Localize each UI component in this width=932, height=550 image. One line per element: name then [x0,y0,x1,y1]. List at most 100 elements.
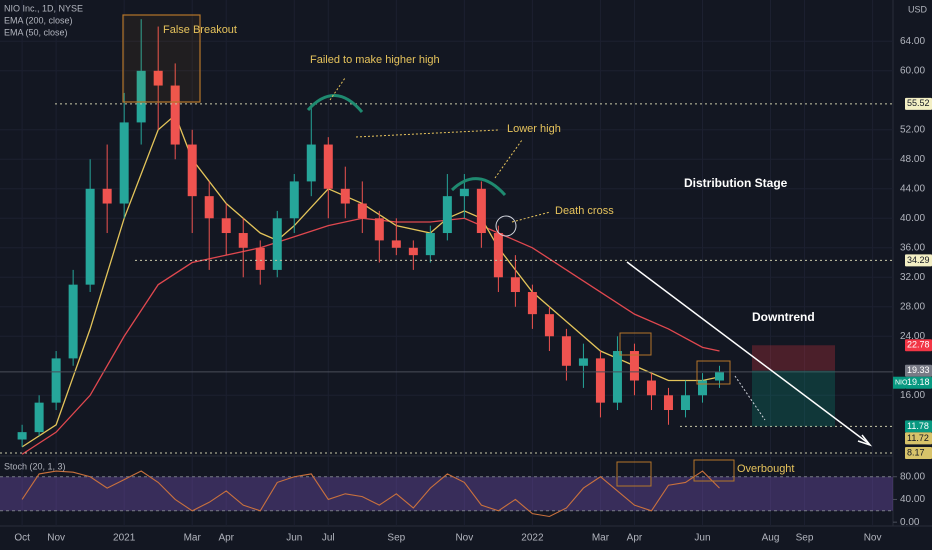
candle-body [17,432,27,440]
legend-entry: EMA (50, close) [4,27,68,37]
stoch-line [21,470,720,518]
candle-body [629,351,639,381]
annotation-arrow [511,211,551,223]
annotation-text: Downtrend [752,310,815,324]
candle-body [289,181,299,219]
candle-body [595,358,605,403]
price-label: 55.52 [907,98,930,108]
candle-body [680,395,690,411]
candle-body [425,233,435,256]
x-tick-label: Nov [864,533,882,544]
candle-body [408,247,418,256]
y-tick-label: 32.00 [900,272,925,283]
stop-zone [752,345,835,371]
candle-body [51,358,61,403]
price-label-bg [905,447,932,460]
trend-arrow [626,261,869,444]
price-label-name: NIO [895,380,908,387]
x-tick-label: Jun [694,533,710,544]
x-tick-label: Mar [184,533,202,544]
candle-body [527,292,537,315]
annotation-text: Failed to make higher high [310,54,440,66]
y-tick-label: 24.00 [900,331,925,342]
y-tick-label: 48.00 [900,154,925,165]
candle-body [102,188,112,204]
candle-body [238,233,248,248]
candle-body [34,402,44,433]
annotation-box [122,14,201,103]
x-tick-label: Apr [627,533,643,544]
candle-body [459,188,469,197]
price-label-bg [905,254,932,267]
x-tick-label: Apr [218,533,234,544]
x-tick-label: Nov [455,533,473,544]
candle-body [391,240,401,248]
x-tick-label: 2022 [521,533,544,544]
candle-body [578,358,588,366]
candle-body [119,122,129,204]
annotation-circle [495,215,517,237]
candle-body [187,144,197,197]
y-tick-label: 64.00 [900,36,925,47]
x-tick-label: Jul [322,533,335,544]
annotation-arc [450,177,507,197]
price-label-bg [905,97,932,110]
x-tick-label: Jun [286,533,302,544]
candle-body [374,218,384,241]
y-tick-label: 44.00 [900,183,925,194]
candle-body [544,314,554,337]
candle-body [663,395,673,411]
annotation-text: Death cross [555,205,614,217]
stoch-band [0,476,893,511]
candle-body [697,380,707,396]
candle-body [153,70,163,86]
price-label: 19.18 [907,377,930,387]
y-tick-label: 0.00 [900,517,920,528]
candle-body [357,203,367,219]
annotation-box [619,332,652,356]
currency-label: USD [908,4,928,14]
candle-body [612,351,622,403]
annotation-arrow [734,375,766,421]
annotation-box [696,360,731,385]
candle-body [306,144,316,182]
x-tick-label: 2021 [113,533,136,544]
price-label: 11.78 [907,421,929,431]
price-label: 34.29 [907,255,930,265]
price-label-bg [905,339,932,352]
price-label: 19.33 [907,365,930,375]
trend-arrow-head [857,434,873,447]
y-tick-label: 36.00 [900,242,925,253]
candle-body [493,233,503,278]
x-tick-label: Mar [592,533,610,544]
y-tick-label: 40.00 [900,213,925,224]
price-label: 8.17 [907,447,925,457]
candle-body [272,218,282,270]
price-label-bg [905,432,932,445]
x-tick-label: Sep [387,533,405,544]
annotation-arrow [329,77,346,101]
x-tick-label: Nov [47,533,65,544]
price-label-bg [905,420,932,433]
annotation-text: Lower high [507,123,561,135]
legend-entry: EMA (200, close) [4,15,73,25]
annotation-text: Distribution Stage [684,176,788,190]
candle-body [68,284,78,359]
annotation-arc [306,94,364,113]
x-tick-label: Aug [762,533,780,544]
y-tick-label: 16.00 [900,390,925,401]
candle-body [340,188,350,204]
candle-body [136,70,146,123]
candle-body [442,196,452,234]
candle-body [221,218,231,234]
y-tick-label: 60.00 [900,65,925,76]
candle-body [255,247,265,270]
candle-body [204,196,214,219]
annotation-text: Overbought [737,463,794,475]
x-tick-label: Oct [14,533,30,544]
candle-body [476,188,486,234]
candle-body [85,188,95,285]
